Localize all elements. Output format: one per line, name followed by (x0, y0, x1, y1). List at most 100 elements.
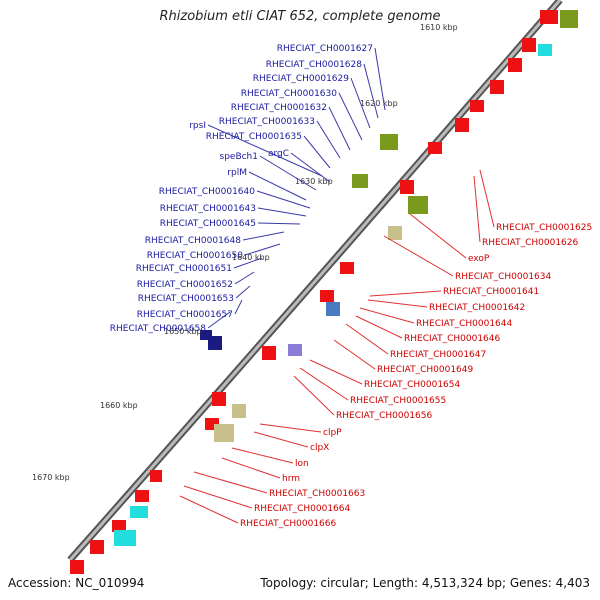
feature-red (320, 290, 334, 302)
leader-line (350, 77, 371, 129)
left-gene-label: RHECIAT_CH0001633 (219, 117, 315, 127)
left-gene-label: RHECIAT_CH0001640 (159, 187, 256, 197)
tick-label: 1640 kbp (232, 253, 270, 262)
tick-label: 1620 kbp (360, 99, 398, 108)
left-gene-label: RHECIAT_CH0001628 (266, 60, 363, 70)
right-gene-label: lon (295, 459, 309, 469)
left-gene-label: RHECIAT_CH0001650 (147, 251, 244, 261)
left-gene-label: RHECIAT_CH0001643 (160, 204, 256, 214)
feature-purple (288, 344, 302, 356)
leader-line (369, 290, 442, 297)
feature-red (340, 262, 354, 274)
feature-red (470, 100, 484, 112)
feature-cyan (114, 530, 136, 546)
feature-navy (200, 330, 212, 340)
leader-line (363, 63, 379, 119)
leader-line (207, 311, 231, 329)
right-gene-label: clpX (310, 443, 329, 453)
right-gene-label: RHECIAT_CH0001664 (254, 504, 351, 514)
leader-line (183, 485, 253, 509)
right-gene-label: hrm (282, 474, 300, 484)
feature-olive (408, 196, 428, 214)
leader-line (316, 120, 341, 159)
left-gene-label: RHECIAT_CH0001645 (160, 219, 256, 229)
right-gene-label: RHECIAT_CH0001663 (269, 489, 365, 499)
leader-line (345, 323, 389, 355)
feature-red (135, 490, 149, 502)
feature-red (400, 180, 414, 194)
right-gene-label: RHECIAT_CH0001654 (364, 380, 461, 390)
accession-text: Accession: NC_010994 (8, 576, 145, 590)
leader-line (293, 375, 335, 416)
leader-line (234, 299, 243, 315)
feature-tan (232, 404, 246, 418)
leader-line (259, 155, 317, 191)
leader-line (242, 231, 285, 241)
left-gene-label: speBch1 (220, 152, 259, 162)
feature-tan (214, 424, 234, 442)
feature-blocks (70, 10, 578, 574)
leader-line (253, 431, 309, 448)
right-gene-label: RHECIAT_CH0001649 (377, 365, 474, 375)
feature-red (70, 560, 84, 574)
right-gene-label: clpP (323, 428, 342, 438)
left-gene-label: rpsI (189, 121, 206, 131)
leader-line (179, 495, 239, 524)
leader-line (257, 222, 301, 225)
left-gene-label: RHECIAT_CH0001648 (145, 236, 242, 246)
leader-line (290, 152, 331, 183)
right-gene-label: RHECIAT_CH0001646 (404, 334, 501, 344)
left-gene-label: rplM (227, 168, 247, 178)
leader-line (259, 423, 322, 433)
genome-backbone-highlight (68, 0, 562, 561)
feature-tan (388, 226, 402, 240)
feature-red (150, 470, 162, 482)
tick-label: 1610 kbp (420, 23, 458, 32)
right-gene-label: RHECIAT_CH0001655 (350, 396, 446, 406)
feature-red (455, 118, 469, 132)
right-gene-label: RHECIAT_CH0001666 (240, 519, 337, 529)
leader-line (244, 243, 281, 256)
feature-red (212, 392, 226, 406)
left-gene-labels: RHECIAT_CH0001627 RHECIAT_CH0001628 RHECIA… (110, 44, 373, 334)
left-gene-label: RHECIAT_CH0001627 (277, 44, 373, 54)
right-gene-labels: RHECIAT_CH0001625 RHECIAT_CH0001626 exoP RH… (240, 223, 592, 529)
leader-line (193, 471, 268, 494)
right-gene-label: exoP (468, 254, 490, 264)
tick-label: 1670 kbp (32, 473, 70, 482)
figure-title: Rhizobium etli CIAT 652, complete genome (159, 9, 441, 24)
leader-line (355, 315, 403, 339)
feature-navy (208, 336, 222, 350)
feature-olive (380, 134, 398, 150)
right-gene-label: RHECIAT_CH0001656 (336, 411, 433, 421)
left-gene-label: RHECIAT_CH0001632 (231, 103, 327, 113)
feature-red (428, 142, 442, 154)
left-gene-label: RHECIAT_CH0001635 (206, 132, 302, 142)
leader-lines (179, 47, 495, 524)
leader-line (303, 135, 331, 169)
right-gene-label: RHECIAT_CH0001642 (429, 303, 525, 313)
leader-line (248, 171, 307, 201)
leader-line (473, 175, 481, 243)
feature-red (90, 540, 104, 554)
feature-red (540, 10, 558, 24)
left-gene-label: RHECIAT_CH0001657 (137, 310, 233, 320)
leader-line (233, 257, 263, 269)
leader-line (231, 447, 294, 464)
right-gene-label: RHECIAT_CH0001641 (443, 287, 539, 297)
feature-red (508, 58, 522, 72)
left-gene-label: RHECIAT_CH0001658 (110, 324, 207, 334)
feature-cyan (130, 506, 148, 518)
feature-cyan (538, 44, 552, 56)
right-gene-label: RHECIAT_CH0001634 (455, 272, 552, 282)
leader-line (328, 106, 351, 151)
right-gene-label: RHECIAT_CH0001644 (416, 319, 513, 329)
feature-red (112, 520, 126, 532)
leader-line (221, 457, 281, 479)
leader-line (207, 124, 323, 177)
feature-red (522, 38, 536, 52)
leader-line (256, 190, 311, 209)
left-gene-label: RHECIAT_CH0001652 (137, 280, 233, 290)
